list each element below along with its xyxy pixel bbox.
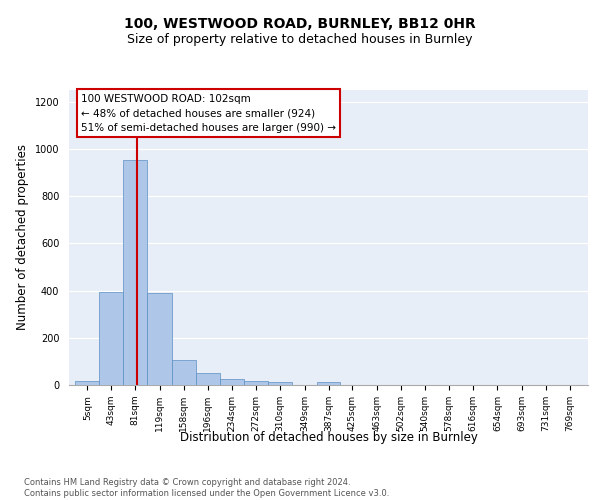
Text: Distribution of detached houses by size in Burnley: Distribution of detached houses by size … bbox=[180, 431, 478, 444]
Text: 100 WESTWOOD ROAD: 102sqm
← 48% of detached houses are smaller (924)
51% of semi: 100 WESTWOOD ROAD: 102sqm ← 48% of detac… bbox=[81, 94, 336, 133]
Bar bbox=[317, 382, 340, 385]
Bar bbox=[268, 382, 292, 385]
Bar bbox=[172, 360, 196, 385]
Bar bbox=[76, 382, 99, 385]
Bar bbox=[220, 379, 244, 385]
Bar bbox=[148, 293, 172, 385]
Y-axis label: Number of detached properties: Number of detached properties bbox=[16, 144, 29, 330]
Text: Contains HM Land Registry data © Crown copyright and database right 2024.
Contai: Contains HM Land Registry data © Crown c… bbox=[24, 478, 389, 498]
Text: 100, WESTWOOD ROAD, BURNLEY, BB12 0HR: 100, WESTWOOD ROAD, BURNLEY, BB12 0HR bbox=[124, 18, 476, 32]
Bar bbox=[196, 373, 220, 385]
Bar bbox=[100, 292, 123, 385]
Bar bbox=[244, 382, 268, 385]
Bar bbox=[124, 160, 147, 385]
Text: Size of property relative to detached houses in Burnley: Size of property relative to detached ho… bbox=[127, 32, 473, 46]
